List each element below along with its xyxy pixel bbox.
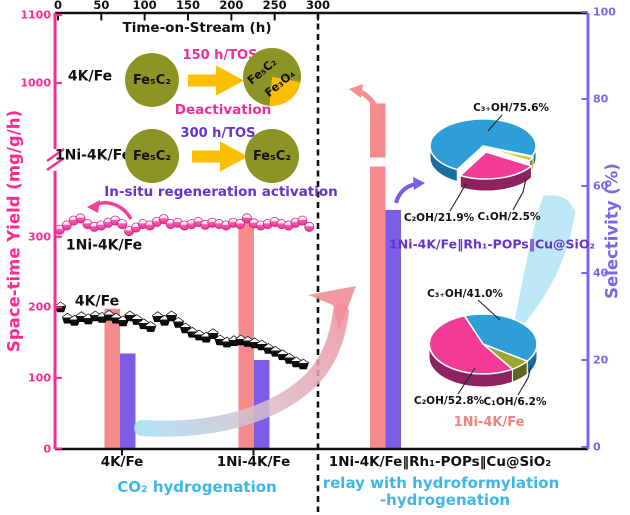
relay-transition-arrow — [134, 304, 349, 437]
right-tick-label: 80 — [593, 92, 609, 106]
pie-leader-line — [517, 365, 532, 396]
top-tick-label: 200 — [219, 0, 244, 12]
scatter-point-pink — [241, 213, 252, 224]
selectivity-bar — [120, 353, 136, 449]
top-tick-label: 0 — [53, 0, 63, 12]
right-panel-caption-line1: relay with hydroformylation — [322, 474, 560, 493]
scatter-point-pink — [158, 214, 169, 225]
pie-slice-label: C₁OH/6.2% — [483, 396, 547, 408]
scatter-point-black — [297, 358, 309, 370]
scatter-point-pink — [117, 219, 128, 230]
axis-break — [46, 157, 65, 171]
bar-group-label: 1Ni-4K/Fe‖Rh₁-POPs‖Cu@SiO₂ — [328, 453, 552, 470]
pie-leader-line — [512, 178, 527, 211]
black-series-label: 4K/Fe — [74, 293, 120, 310]
pie-slice-label: C₃₊OH/41.0% — [427, 288, 503, 300]
fe5c2-phase-circle: Fe₅C₂ — [125, 53, 179, 107]
top-axis-title: Time-on-Stream (h) — [122, 19, 272, 36]
pie-slice-label: C₂OH/52.8% — [413, 395, 485, 407]
scatter-point-black — [172, 316, 185, 328]
pie-leader-line — [477, 299, 501, 321]
top-tick-label: 100 — [132, 0, 157, 12]
pie-leader-line — [487, 114, 503, 132]
left-panel-caption: CO₂ hydrogenation — [117, 478, 277, 497]
left-axis-title: Space-time Yield (mg/g/h) — [4, 109, 24, 353]
left-tick-label: 1100 — [20, 8, 51, 22]
fe5c2-phase-circle: Fe₅C₂ — [245, 129, 299, 183]
scatter-point-black — [165, 310, 178, 322]
top-tick-label: 150 — [175, 0, 201, 12]
scatter-point-pink — [304, 221, 315, 232]
right-tick-label: 100 — [593, 5, 616, 19]
pie-slice-label: C₂OH/21.9% — [403, 212, 475, 224]
pie-slice-label: C₁OH/2.5% — [477, 211, 541, 223]
selectivity-shift-arrow — [511, 195, 575, 338]
left-tick-label: 200 — [28, 300, 51, 314]
top-tick-label: 50 — [93, 0, 110, 12]
axis-break — [46, 148, 65, 162]
pie-slice — [428, 315, 514, 375]
inset-row2-caption: In-situ regeneration activation — [104, 183, 338, 200]
pie2-title: 1Ni-4K/Fe — [453, 415, 525, 431]
right-tick-label: 60 — [593, 179, 609, 193]
relay-transition-arrowhead — [308, 286, 356, 331]
pie-leader-line — [457, 367, 476, 395]
right-panel-caption-line2: -hydrogenation — [379, 491, 511, 510]
scatter-point-pink — [61, 220, 72, 231]
inset-row1-caption: Deactivation — [174, 101, 272, 118]
top-tick-label: 300 — [305, 0, 331, 12]
bar-group-label: 1Ni-4K/Fe — [216, 453, 291, 470]
left-tick-label: 300 — [28, 230, 51, 244]
pie-slice — [429, 118, 537, 171]
left-tick-label: 100 — [28, 371, 51, 385]
top-tick-label: 250 — [262, 0, 287, 12]
inset-row2-tos: 300 h/TOS — [180, 126, 256, 142]
scatter-point-pink — [75, 213, 86, 224]
sty-bar — [104, 308, 120, 449]
selectivity-bar — [385, 209, 401, 449]
fe5c2-phase-circle: Fe₅C₂ — [125, 129, 179, 183]
inset-row1-catalyst: 4K/Fe — [67, 68, 113, 85]
sty-bar — [238, 222, 254, 449]
pie-slice — [483, 146, 534, 162]
pie-slice — [463, 313, 538, 362]
scatter-point-pink — [297, 215, 308, 226]
pink-series-label: 1Ni-4K/Fe — [65, 237, 143, 254]
deactivated-phase-circle: Fe₅C₂ Fe₃O₄ — [243, 48, 301, 106]
scatter-point-pink — [234, 219, 245, 230]
right-tick-label: 20 — [593, 353, 609, 367]
sty-bar — [370, 103, 386, 450]
inset-row1-tos: 150 h/TOS — [182, 48, 258, 64]
pie-leader-line — [449, 183, 467, 212]
pie-slice — [459, 151, 533, 180]
right-tick-label: 0 — [593, 440, 601, 454]
left-tick-label: 1000 — [20, 76, 51, 90]
bar-group-label: 4K/Fe — [100, 453, 144, 470]
scatter-point-black — [207, 328, 219, 340]
selectivity-bar-arrow — [394, 182, 417, 204]
scatter-point-black — [145, 321, 157, 332]
pie-slice-label: C₃₊OH/75.6% — [473, 102, 549, 114]
left-tick-label: 0 — [43, 442, 51, 455]
sty-bar-arrow — [357, 88, 382, 120]
right-tick-label: 40 — [593, 266, 609, 280]
pie1-title: 1Ni-4K/Fe‖Rh₁-POPs‖Cu@SiO₂ — [389, 236, 595, 252]
bar-break-gap — [368, 157, 387, 167]
inset-row2-catalyst: 1Ni-4K/Fe — [54, 147, 132, 164]
pink-series-arrow — [97, 201, 133, 220]
